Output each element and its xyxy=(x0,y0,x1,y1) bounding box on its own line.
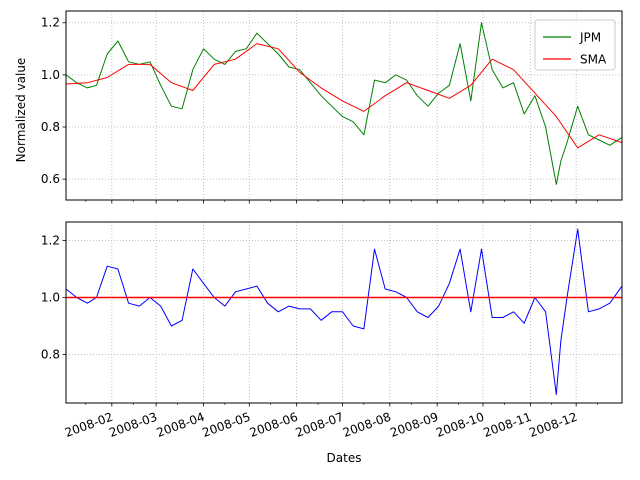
top-y-ticks: 0.6 0.8 1.0 1.2 xyxy=(41,16,66,186)
series-line-jpm xyxy=(65,22,623,185)
legend: JPM SMA xyxy=(534,19,616,71)
y-tick-label: 1.0 xyxy=(41,68,60,82)
x-axis-label: Dates xyxy=(327,451,362,465)
top-y-axis-label: Normalized value xyxy=(14,58,28,163)
y-tick-label: 0.6 xyxy=(41,172,60,186)
top-series-lines xyxy=(65,22,623,185)
top-panel: 0.6 0.8 1.0 1.2 Normalized value JPM SMA xyxy=(14,10,623,204)
bot-series-line-0 xyxy=(65,228,623,395)
bottom-axes-frame xyxy=(65,221,623,404)
y-tick-label: 1.2 xyxy=(41,234,60,248)
bottom-gridlines xyxy=(66,222,622,403)
y-tick-label: 1.2 xyxy=(41,16,60,30)
legend-label-jpm: JPM xyxy=(579,31,601,45)
top-axes-frame xyxy=(65,10,623,201)
legend-box xyxy=(534,19,616,71)
bottom-y-ticks: 0.8 1.0 1.2 xyxy=(41,234,66,362)
legend-label-sma: SMA xyxy=(580,53,607,67)
top-x-ticks xyxy=(85,200,598,204)
y-tick-label: 1.0 xyxy=(41,291,60,305)
y-tick-label: 0.8 xyxy=(41,120,60,134)
series-line-sma xyxy=(65,43,623,149)
bottom-series-lines xyxy=(65,228,623,395)
y-tick-label: 0.8 xyxy=(41,348,60,362)
